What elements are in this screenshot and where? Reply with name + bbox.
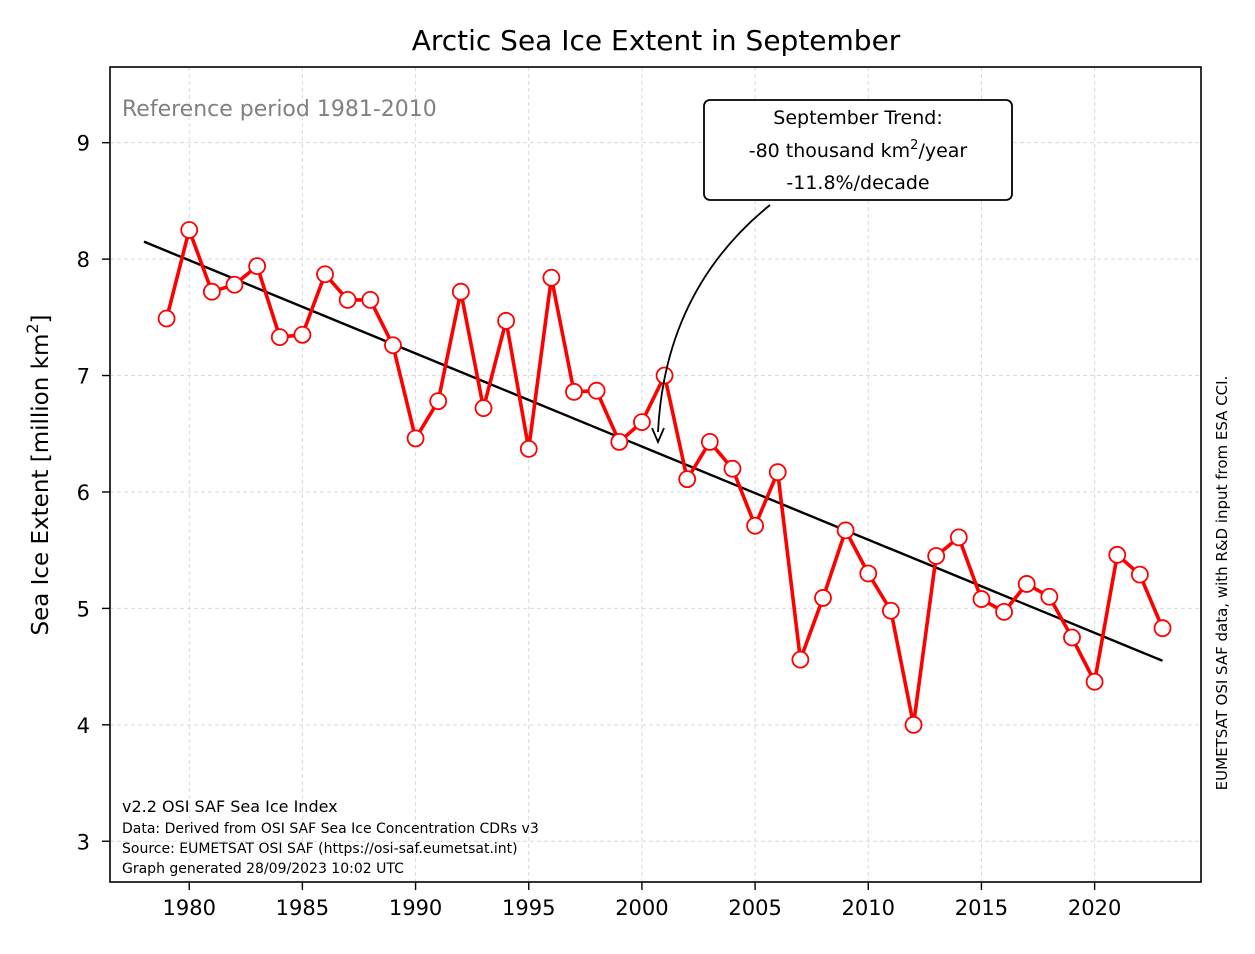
trend-annotation-line2: -80 thousand km2/year bbox=[749, 138, 968, 162]
plot-frame bbox=[109, 66, 1202, 883]
y-tick-label: 8 bbox=[77, 248, 90, 272]
data-point bbox=[814, 589, 832, 607]
credit-line-2: Data: Derived from OSI SAF Sea Ice Conce… bbox=[122, 821, 539, 837]
y-axis-label: Sea Ice Extent [million km2] bbox=[23, 314, 54, 635]
axis-ticks: 1980 1985 1990 1995 2000 2005 2010 2015 2020 3 4 5 6… bbox=[77, 132, 1122, 920]
data-point bbox=[678, 470, 697, 489]
data-point bbox=[225, 275, 244, 294]
data-point bbox=[723, 459, 742, 478]
x-tick-label: 2010 bbox=[842, 896, 895, 920]
data-point bbox=[1153, 619, 1172, 638]
data-point bbox=[406, 429, 425, 448]
x-tick-label: 2005 bbox=[728, 896, 781, 920]
x-tick-label: 1985 bbox=[276, 896, 329, 920]
x-tick-label: 1990 bbox=[389, 896, 442, 920]
y-tick-label: 5 bbox=[77, 597, 90, 621]
data-point bbox=[927, 547, 946, 565]
trend-annotation-arrowhead bbox=[651, 427, 665, 445]
data-point bbox=[904, 715, 923, 734]
data-point bbox=[202, 282, 221, 301]
data-point bbox=[519, 439, 538, 458]
data-point bbox=[859, 564, 878, 583]
data-point bbox=[293, 325, 312, 344]
x-tick-label: 2000 bbox=[615, 896, 668, 920]
trend-annotation-box bbox=[703, 99, 1013, 201]
data-point bbox=[791, 650, 810, 669]
data-point bbox=[633, 413, 651, 432]
data-point bbox=[949, 528, 968, 547]
x-tick-label: 1980 bbox=[162, 896, 215, 920]
x-tick-label: 2020 bbox=[1068, 896, 1121, 920]
data-point bbox=[972, 590, 991, 608]
trend-line bbox=[143, 240, 1163, 662]
chart-title: Arctic Sea Ice Extent in September bbox=[412, 24, 901, 57]
trend-annotation-arrow bbox=[657, 204, 771, 433]
data-point bbox=[1108, 545, 1127, 564]
x-tick-label: 1995 bbox=[502, 896, 555, 920]
data-point bbox=[429, 392, 448, 411]
data-point bbox=[542, 268, 561, 287]
data-point bbox=[248, 257, 267, 275]
credit-line-4: Graph generated 28/09/2023 10:02 UTC bbox=[122, 861, 404, 877]
data-point bbox=[1130, 565, 1149, 584]
data-point bbox=[1063, 628, 1081, 647]
data-point bbox=[995, 602, 1013, 621]
trend-annotation-line1: September Trend: bbox=[773, 107, 942, 129]
y-tick-label: 3 bbox=[77, 830, 90, 854]
data-point bbox=[565, 382, 583, 401]
y-tick-label: 4 bbox=[77, 714, 90, 738]
x-tick-label: 2015 bbox=[955, 896, 1008, 920]
data-point bbox=[700, 432, 719, 451]
trend-annotation-line3: -11.8%/decade bbox=[786, 172, 929, 194]
data-point bbox=[384, 336, 402, 355]
y-tick-label: 6 bbox=[77, 481, 90, 505]
data-point bbox=[882, 601, 900, 620]
grid-lines bbox=[110, 67, 1201, 882]
trend-layer bbox=[143, 240, 1163, 662]
data-point bbox=[316, 265, 334, 284]
y-tick-label: 9 bbox=[77, 132, 90, 156]
y-tick-label: 7 bbox=[77, 365, 90, 389]
credit-line-1: v2.2 OSI SAF Sea Ice Index bbox=[122, 797, 338, 816]
data-point bbox=[1085, 672, 1104, 691]
data-point bbox=[157, 309, 176, 328]
data-point bbox=[474, 399, 493, 418]
data-point bbox=[768, 463, 787, 482]
credit-line-3: Source: EUMETSAT OSI SAF (https://osi-sa… bbox=[122, 841, 518, 857]
data-point bbox=[836, 521, 855, 540]
side-note: EUMETSAT OSI SAF data, with R&D input fr… bbox=[1213, 376, 1231, 791]
data-point bbox=[1040, 587, 1059, 606]
data-point bbox=[610, 432, 629, 451]
data-point bbox=[451, 282, 470, 301]
reference-period-label: Reference period 1981-2010 bbox=[122, 97, 437, 122]
data-point bbox=[270, 328, 289, 347]
data-point bbox=[180, 221, 199, 239]
data-point bbox=[746, 516, 764, 535]
data-point bbox=[497, 311, 516, 330]
data-point bbox=[587, 381, 606, 400]
trend-annotation: September Trend: -80 thousand km2/year -… bbox=[651, 99, 1013, 445]
data-point bbox=[361, 290, 380, 309]
data-point bbox=[1017, 575, 1036, 593]
data-point bbox=[338, 290, 357, 309]
